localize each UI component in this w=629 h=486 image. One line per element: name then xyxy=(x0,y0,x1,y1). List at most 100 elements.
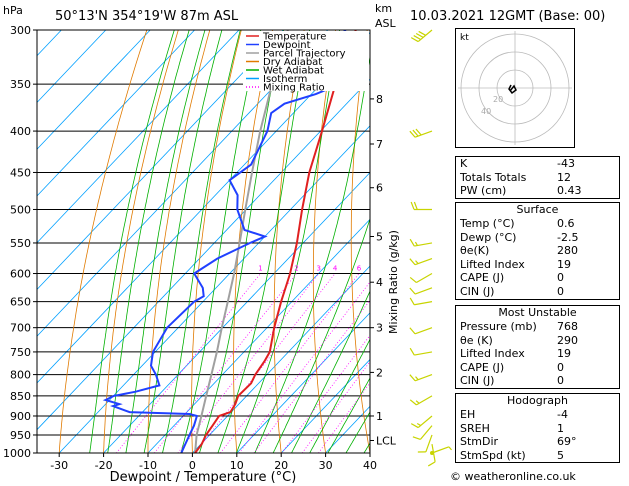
wind-barb xyxy=(409,287,433,295)
wet-adiabat-line xyxy=(89,30,175,453)
most-unstable-row: CIN (J) 0 xyxy=(456,374,619,388)
hodograph-ring-label: 20 xyxy=(493,95,503,104)
hodograph-kt-label: kt xyxy=(460,33,469,43)
wet-adiabat-line xyxy=(309,338,370,453)
index-row: K -43 xyxy=(456,157,619,171)
dry-adiabat-line xyxy=(273,30,305,453)
km-label: km xyxy=(375,2,392,15)
legend-label: Parcel Trajectory xyxy=(263,49,346,60)
index-label: K xyxy=(460,157,468,170)
legend-label: Mixing Ratio xyxy=(263,83,325,94)
y-tick-label: 1000 xyxy=(3,447,31,460)
wind-barb-feather xyxy=(409,287,416,295)
isotherm-line xyxy=(236,312,370,453)
surface-label: Lifted Index xyxy=(460,257,525,271)
wind-barb-staff xyxy=(414,287,433,295)
chart-title: 50°13'N 354°19'W 87m ASL xyxy=(55,9,239,24)
wind-barb-feather xyxy=(409,347,415,356)
surface-value: -2.5 xyxy=(557,230,579,244)
dry-adiabat-line xyxy=(619,30,629,453)
index-label: PW (cm) xyxy=(460,184,507,198)
legend-label: Isotherm xyxy=(263,74,307,85)
isotherm-line xyxy=(280,358,370,453)
wet-adiabat-line xyxy=(345,411,370,453)
hodograph-stats-panel: Hodograph EH -4 SREH 1 StmDir 69° StmSpd (kt) 5 xyxy=(455,393,620,464)
surface-row: CIN (J) 0 xyxy=(456,285,619,299)
isotherm-line xyxy=(37,30,195,197)
wind-barb-feather xyxy=(448,446,452,451)
mixing-ratio-line xyxy=(177,273,320,453)
wind-barb xyxy=(412,425,433,440)
most-unstable-row: CAPE (J) 0 xyxy=(456,361,619,375)
hpa-label: hPa xyxy=(3,4,23,17)
legend-label: Dewpoint xyxy=(263,40,311,51)
temperature-line xyxy=(194,30,357,453)
most-unstable-value: 0 xyxy=(557,374,564,388)
surface-title: Surface xyxy=(516,203,559,216)
wind-barb-feather xyxy=(409,374,416,382)
wind-barb-feather xyxy=(409,327,416,335)
hodograph-stat-label: EH xyxy=(460,408,476,421)
x-tick-label: 20 xyxy=(274,459,288,472)
y-tick-label: 350 xyxy=(10,78,31,91)
y-tick-label: 600 xyxy=(10,268,31,281)
wind-barb-feather xyxy=(409,238,415,247)
wind-barb-feather xyxy=(410,37,419,43)
y-tick-label: 300 xyxy=(10,24,31,37)
credit: © weatheronline.co.uk xyxy=(450,470,576,483)
wet-adiabat-line xyxy=(143,30,223,453)
mixing-ratio-title: Mixing Ratio (g/kg) xyxy=(387,230,400,334)
wind-barb xyxy=(409,297,433,306)
mixing-ratio-line xyxy=(220,273,360,453)
wet-adiabat-line xyxy=(125,30,206,453)
hodograph-stat-label: StmSpd (kt) xyxy=(460,448,526,462)
mixing-ratio-label: 15 xyxy=(412,265,421,273)
mixing-ratio-label: 4 xyxy=(333,265,338,273)
y-tick-label: 800 xyxy=(10,369,31,382)
wet-adiabat-line xyxy=(162,30,241,453)
wind-barb-feather xyxy=(410,201,415,210)
km-tick-label: 6 xyxy=(376,182,383,195)
dewpoint-line xyxy=(102,30,354,453)
x-tick-label: 10 xyxy=(230,459,244,472)
wet-adiabat-line xyxy=(291,290,370,453)
legend-background xyxy=(243,31,369,91)
wet-adiabat-line xyxy=(180,30,262,453)
wind-barb xyxy=(409,347,433,356)
hodograph-stat-value: 69° xyxy=(557,435,577,449)
surface-row: θe(K) 280 xyxy=(456,244,619,258)
most-unstable-panel: Most Unstable Pressure (mb) 768 θe (K) 290 L… xyxy=(455,305,620,389)
wind-barb-staff xyxy=(414,301,433,306)
hodograph-stat-row: SREH 1 xyxy=(456,422,619,436)
wind-barb xyxy=(409,327,433,335)
surface-label: Dewp (°C) xyxy=(460,230,517,244)
x-tick-label: -10 xyxy=(139,459,157,472)
surface-value: 0 xyxy=(557,284,564,298)
plot-frame xyxy=(36,29,371,454)
hodograph-stats-title: Hodograph xyxy=(507,394,568,407)
wind-barb xyxy=(409,258,433,266)
wind-barb-feather xyxy=(415,400,420,404)
legend-label: Temperature xyxy=(262,32,326,43)
y-tick-label: 750 xyxy=(10,346,31,359)
dry-adiabat-line xyxy=(424,30,459,453)
y-tick-label: 550 xyxy=(10,237,31,250)
km-tick-label: 2 xyxy=(376,366,383,379)
y-tick-label: 500 xyxy=(10,203,31,216)
wind-barb xyxy=(410,201,432,211)
most-unstable-label: CAPE (J) xyxy=(460,360,505,374)
mixing-ratio-line xyxy=(238,281,370,453)
most-unstable-row: θe (K) 290 xyxy=(456,334,619,348)
legend-label: Dry Adiabat xyxy=(263,57,322,68)
wind-barbs xyxy=(409,29,452,467)
y-tick-label: 700 xyxy=(10,322,31,335)
isotherm-line xyxy=(37,30,151,150)
wind-barb-staff xyxy=(425,434,433,453)
dry-adiabat-line xyxy=(58,30,148,453)
surface-panel: Surface Temp (°C) 0.6 Dewp (°C) -2.5 θe(K) 28… xyxy=(455,202,620,300)
index-value: 0.43 xyxy=(557,184,582,198)
wind-barb xyxy=(427,444,436,467)
indices-panel: K -43 Totals Totals 12 PW (cm) 0.43 xyxy=(455,156,620,199)
